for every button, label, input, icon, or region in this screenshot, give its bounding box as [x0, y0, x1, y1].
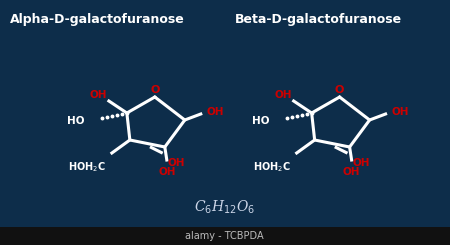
Text: OH: OH: [158, 167, 176, 177]
Text: HO: HO: [252, 116, 270, 126]
Text: OH: OH: [207, 107, 224, 117]
Text: HOH$_2$C: HOH$_2$C: [68, 160, 106, 174]
Text: OH: OH: [90, 90, 107, 100]
Text: OH: OH: [167, 158, 185, 168]
Text: HOH$_2$C: HOH$_2$C: [253, 160, 291, 174]
Text: O: O: [335, 85, 344, 95]
Text: HO: HO: [68, 116, 85, 126]
Text: O: O: [150, 85, 159, 95]
Text: Alpha-D-galactofuranose: Alpha-D-galactofuranose: [10, 13, 185, 26]
Text: OH: OH: [274, 90, 292, 100]
Text: C$_6$H$_{12}$O$_6$: C$_6$H$_{12}$O$_6$: [194, 198, 256, 216]
Text: alamy - TCBPDA: alamy - TCBPDA: [185, 231, 264, 241]
Text: OH: OH: [343, 167, 360, 177]
Bar: [0, 227, 450, 245]
Text: OH: OH: [392, 107, 409, 117]
Text: Beta-D-galactofuranose: Beta-D-galactofuranose: [235, 13, 402, 26]
Text: OH: OH: [352, 158, 369, 168]
